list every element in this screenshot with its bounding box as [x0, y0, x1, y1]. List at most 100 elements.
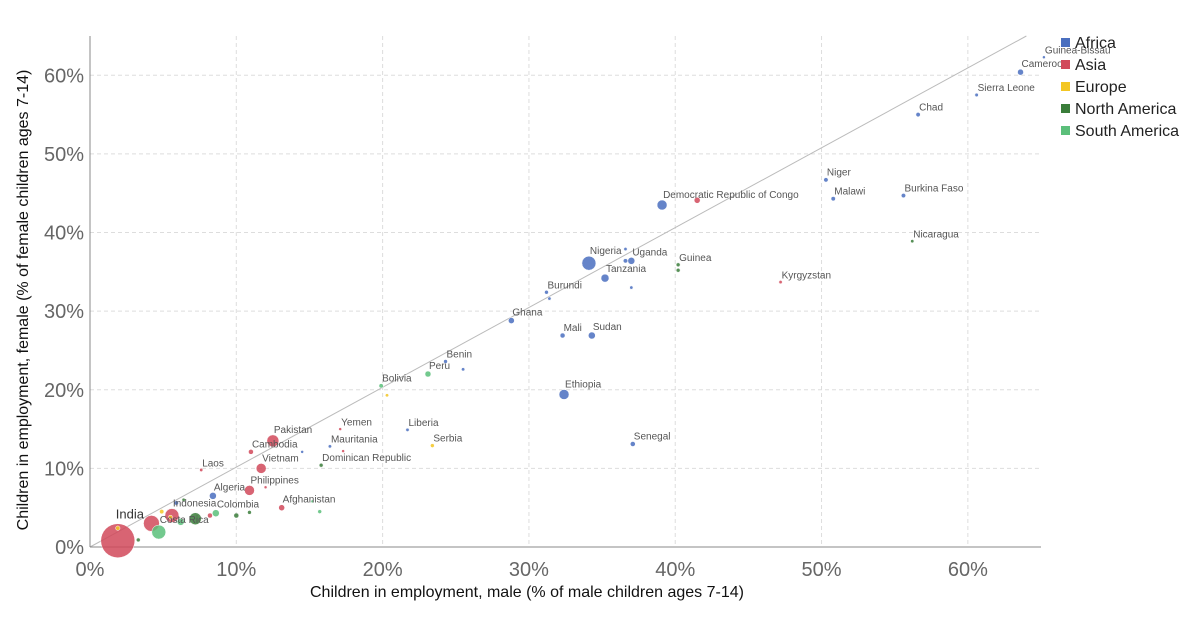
point-pakistan[interactable]	[266, 434, 280, 448]
point-label-nicaragua: Nicaragua	[913, 229, 959, 240]
point-north-america-45[interactable]	[136, 537, 141, 543]
point-burundi[interactable]	[544, 290, 549, 295]
point-africa-50[interactable]	[629, 285, 634, 290]
point-laos[interactable]	[199, 468, 204, 472]
legend-label-north-america[interactable]: North America	[1075, 101, 1176, 118]
legend: Africa Asia Europe North America South Ameri…	[1061, 35, 1179, 140]
point-africa-33[interactable]	[173, 500, 179, 506]
point-guinea[interactable]	[675, 262, 681, 268]
point-label-bolivia: Bolivia	[382, 374, 412, 385]
point-burkina-faso[interactable]	[901, 193, 906, 199]
point-label-chad: Chad	[919, 102, 943, 113]
point-label-colombia: Colombia	[217, 500, 260, 511]
point-asia-25[interactable]	[207, 512, 213, 519]
point-philippines[interactable]	[244, 485, 255, 496]
point-ethiopia[interactable]	[558, 389, 570, 400]
point-north-america-6[interactable]	[189, 512, 202, 525]
point-cameroon[interactable]	[1017, 68, 1024, 76]
y-tick-label-0: 0%	[55, 537, 84, 559]
point-serbia[interactable]	[430, 443, 435, 448]
point-ghana[interactable]	[508, 317, 515, 324]
point-label-yemen: Yemen	[341, 418, 372, 429]
point-chad[interactable]	[915, 112, 921, 118]
point-mali[interactable]	[559, 332, 566, 339]
x-tick-labels: 0% 10% 20% 30% 40% 50% 60%	[76, 559, 989, 581]
point-guinea-bissau[interactable]	[1042, 55, 1046, 59]
x-tick-label-40: 40%	[655, 559, 695, 581]
point-kyrgyzstan[interactable]	[778, 280, 783, 285]
point-niger[interactable]	[823, 177, 829, 183]
legend-swatch-asia	[1061, 60, 1070, 69]
legend-label-asia[interactable]: Asia	[1075, 57, 1106, 74]
point-senegal[interactable]	[630, 441, 636, 447]
point-liberia[interactable]	[405, 427, 410, 432]
point-label-peru: Peru	[429, 361, 450, 372]
point-label-ghana: Ghana	[512, 308, 542, 319]
point-tanzania[interactable]	[600, 273, 610, 283]
point-north-america-37[interactable]	[675, 268, 681, 273]
point-afghanistan[interactable]	[278, 504, 285, 511]
point-democratic-republic-of-congo[interactable]	[656, 199, 668, 211]
point-label-sierra-leone: Sierra Leone	[978, 83, 1036, 94]
point-south-america-42[interactable]	[317, 509, 322, 514]
point-south-america-63[interactable]	[310, 499, 315, 504]
point-cambodia[interactable]	[248, 449, 254, 455]
legend-label-africa[interactable]: Africa	[1075, 35, 1116, 52]
point-asia-62[interactable]	[263, 485, 268, 490]
point-africa-52[interactable]	[461, 367, 466, 372]
point-algeria[interactable]	[209, 492, 217, 500]
point-label-vietnam: Vietnam	[262, 453, 299, 464]
point-africa-49[interactable]	[623, 247, 628, 251]
y-tick-label-40: 40%	[44, 223, 84, 245]
point-asia-60[interactable]	[341, 449, 345, 453]
point-colombia[interactable]	[212, 509, 220, 517]
point-costa-rica[interactable]	[151, 524, 167, 540]
x-axis-title: Children in employment, male (% of male …	[310, 584, 744, 601]
point-sudan[interactable]	[588, 331, 596, 340]
reference-line-y-equals-x	[89, 35, 1027, 548]
point-africa-51[interactable]	[547, 296, 552, 301]
point-africa-31[interactable]	[623, 258, 628, 264]
point-dominican-republic[interactable]	[318, 462, 324, 468]
point-label-laos: Laos	[202, 458, 224, 469]
x-tick-label-50: 50%	[802, 559, 842, 581]
point-label-costa-rica: Costa Rica	[160, 515, 209, 526]
point-europe-44[interactable]	[168, 514, 173, 520]
point-north-america-43[interactable]	[247, 510, 252, 515]
point-nicaragua[interactable]	[910, 239, 915, 244]
point-nigeria[interactable]	[581, 255, 597, 271]
legend-label-south-america[interactable]: South America	[1075, 123, 1179, 140]
point-south-america-16[interactable]	[176, 518, 185, 526]
point-label-pakistan: Pakistan	[274, 425, 312, 436]
y-axis-title: Children in employment, female (% of fem…	[15, 70, 32, 531]
point-label-kyrgyzstan: Kyrgyzstan	[782, 270, 831, 281]
point-malawi[interactable]	[830, 196, 836, 202]
point-label-liberia: Liberia	[408, 418, 438, 429]
point-bolivia[interactable]	[378, 383, 384, 389]
point-africa-61[interactable]	[300, 450, 304, 454]
point-europe-53[interactable]	[385, 393, 389, 398]
point-label-guinea: Guinea	[679, 253, 712, 264]
x-tick-label-60: 60%	[948, 559, 988, 581]
point-label-nigeria: Nigeria	[590, 246, 622, 257]
point-benin[interactable]	[443, 359, 448, 364]
y-tick-label-30: 30%	[44, 301, 84, 323]
point-mauritania[interactable]	[327, 444, 332, 449]
point-peru[interactable]	[424, 370, 432, 378]
point-label-malawi: Malawi	[834, 187, 865, 198]
point-asia-18[interactable]	[693, 197, 701, 204]
point-europe-34[interactable]	[159, 509, 165, 515]
point-yemen[interactable]	[338, 427, 342, 431]
legend-label-europe[interactable]: Europe	[1075, 79, 1127, 96]
point-label-afghanistan: Afghanistan	[283, 495, 336, 506]
point-north-america-57[interactable]	[181, 497, 186, 502]
legend-swatch-europe	[1061, 82, 1070, 91]
point-north-america-26[interactable]	[233, 512, 240, 519]
point-vietnam[interactable]	[255, 463, 267, 474]
point-india[interactable]	[100, 523, 136, 558]
point-sierra-leone[interactable]	[974, 92, 979, 98]
point-europe-35[interactable]	[115, 525, 121, 531]
point-label-indonesia: Indonesia	[173, 499, 217, 510]
y-tick-labels: 0% 10% 20% 30% 40% 50% 60%	[44, 65, 84, 559]
x-tick-label-0: 0%	[76, 559, 105, 581]
